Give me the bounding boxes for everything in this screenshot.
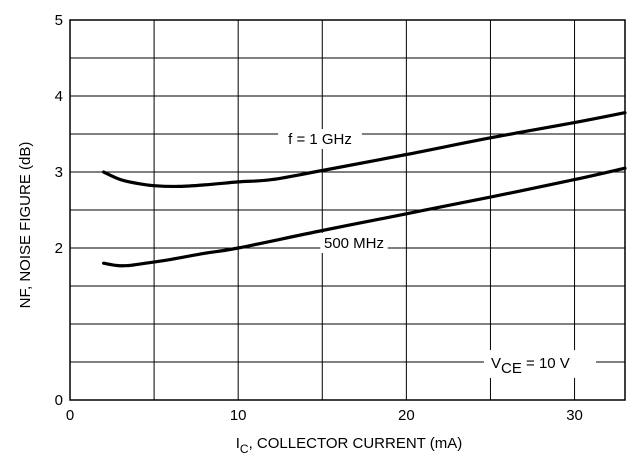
y-tick-label: 3: [55, 164, 63, 181]
y-tick-label: 2: [55, 240, 63, 257]
x-axis-label: IC, COLLECTOR CURRENT (mA): [236, 435, 462, 456]
x-tick-label: 20: [398, 407, 415, 424]
vce-sub: CE: [501, 360, 522, 377]
series-label-bg: [278, 129, 362, 149]
x-axis-label-rest: , COLLECTOR CURRENT (mA): [249, 435, 463, 452]
x-tick-label: 10: [230, 407, 247, 424]
curve-labels: f = 1 GHz 500 MHz: [278, 129, 388, 253]
x-tick-label: 30: [566, 407, 583, 424]
grid: [70, 20, 625, 400]
series-label: f = 1 GHz: [288, 131, 352, 148]
y-tick-label: 0: [55, 392, 63, 409]
y-tick-label: 5: [55, 12, 63, 29]
plot-frame: [69, 19, 626, 401]
x-tick-label: 0: [66, 407, 74, 424]
vce-rest: = 10 V: [522, 355, 570, 372]
curves: [102, 111, 627, 268]
tick-labels: 0 10 20 30 0 2 3 4 5: [55, 12, 583, 424]
x-axis-label-sub: C: [240, 442, 249, 456]
y-axis-label: NF, NOISE FIGURE (dB): [17, 142, 34, 309]
conditions-label-bg: [484, 350, 596, 378]
vce-main: V: [491, 355, 501, 372]
x-axis-label-main: I: [236, 435, 240, 452]
y-tick-label: 4: [55, 88, 63, 105]
series-line-1ghz: [102, 111, 627, 189]
series-label: 500 MHz: [324, 235, 384, 252]
series-line-500mhz: [102, 166, 627, 268]
series-label-bg: [320, 233, 388, 253]
conditions-label: VCE = 10 V: [491, 355, 570, 377]
